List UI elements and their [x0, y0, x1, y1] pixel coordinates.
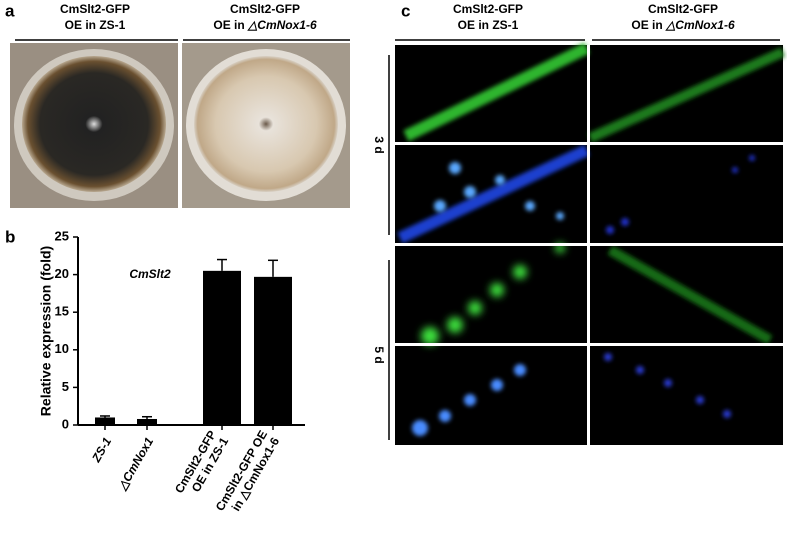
bar — [203, 270, 241, 425]
column-header: CmSlt2-GFP — [648, 2, 718, 16]
y-tick-label: 10 — [55, 341, 69, 356]
labels: a CmSlt2-GFP OE in ZS-1 CmSlt2-GFP OE in… — [5, 1, 735, 416]
header-plain: OE in — [631, 18, 666, 32]
y-tick-label: 20 — [55, 266, 69, 281]
column-header: CmSlt2-GFP — [60, 2, 130, 16]
y-tick-label: 25 — [55, 228, 69, 243]
annotation: CmSlt2 — [129, 267, 171, 281]
row-label: 5 d — [372, 346, 386, 363]
y-tick-label: 15 — [55, 304, 69, 319]
header-italic: △CmNox1-6 — [665, 18, 735, 32]
header-plain: OE in — [213, 18, 248, 32]
x-tick-label: △CmNox1 — [115, 435, 157, 493]
column-header: CmSlt2-GFP — [230, 2, 300, 16]
row-label: 3 d — [372, 136, 386, 153]
bar — [137, 418, 157, 425]
label-line: ZS-1 — [89, 435, 115, 466]
header-italic: △CmNox1-6 — [247, 18, 317, 32]
fluorescence-grid — [388, 39, 786, 445]
column-header: OE in △CmNox1-6 — [213, 18, 317, 32]
photo-panel-a — [10, 39, 350, 208]
x-tick-label: ZS-1 — [89, 435, 115, 466]
column-header: OE in ZS-1 — [458, 18, 519, 32]
column-header: OE in ZS-1 — [65, 18, 126, 32]
column-header: OE in △CmNox1-6 — [631, 18, 735, 32]
y-axis-label: Relative expression (fold) — [38, 246, 54, 416]
y-tick-label: 0 — [62, 416, 69, 431]
panel-label: c — [401, 1, 410, 20]
bar — [95, 417, 115, 425]
y-tick-label: 5 — [62, 379, 69, 394]
panel-label: a — [5, 1, 15, 20]
label-line: △CmNox1 — [115, 435, 157, 493]
panel-label: b — [5, 227, 15, 246]
bar — [254, 276, 292, 425]
column-header: CmSlt2-GFP — [453, 2, 523, 16]
